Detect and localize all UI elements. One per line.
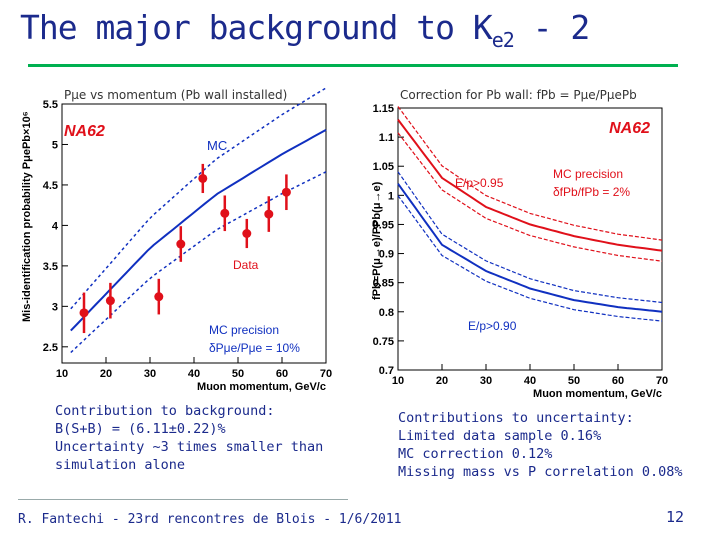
left-note-line: Contribution to background:: [55, 403, 275, 419]
left-chart-x-tick-label: 60: [276, 368, 288, 380]
right-chart-y-tick-label: 0.9: [379, 249, 394, 261]
right-chart-band-lower: [397, 132, 663, 262]
left-chart-mc-lower-band: [70, 171, 327, 354]
right-chart-y-axis-label: fPb=P(μ→e)/PPb(μ→e): [371, 181, 383, 300]
right-chart-x-tick-label: 30: [480, 375, 492, 387]
left-chart-mc-upper-band: [70, 87, 327, 310]
right-chart-x-tick-label: 70: [656, 375, 668, 387]
right-note-line: Contributions to uncertainty:: [398, 410, 634, 426]
page-number: 12: [666, 508, 685, 526]
right-chart-y-tick-label: 0.85: [373, 278, 394, 290]
right-chart-x-tick-label: 10: [392, 375, 404, 387]
right-chart-band-upper: [397, 171, 663, 304]
right-chart-y-tick-label: 1.15: [373, 103, 394, 115]
left-note-line: simulation alone: [55, 457, 186, 473]
right-chart-series-label-ep095: E/p>0.95: [455, 176, 504, 190]
right-chart-x-tick-label: 50: [568, 375, 580, 387]
left-chart-x-axis-label: Muon momentum, GeV/c: [197, 381, 326, 393]
title-rule: [28, 64, 678, 67]
right-chart-curve-ep095: [397, 119, 663, 252]
left-chart-y-tick-label: 2.5: [43, 342, 58, 354]
footer-text: R. Fantechi - 23rd rencontres de Blois -…: [18, 512, 402, 527]
left-chart-x-tick-label: 20: [100, 368, 112, 380]
right-chart-y-tick-label: 0.7: [379, 365, 394, 377]
right-chart-precision-label: MC precision: [553, 167, 623, 181]
right-chart-band-upper: [397, 106, 663, 241]
right-chart-series-label-ep090: E/p>0.90: [468, 319, 517, 333]
right-chart-y-tick-label: 1: [388, 190, 394, 202]
right-chart-x-tick-label: 40: [524, 375, 536, 387]
left-chart-data-point: [176, 239, 186, 249]
left-chart-precision-label: MC precision: [209, 323, 279, 337]
left-note-line: B(S+B) = (6.11±0.22)%: [55, 421, 226, 437]
left-chart-mc-label: MC: [207, 138, 227, 153]
left-chart-y-tick-label: 4.5: [43, 180, 58, 192]
left-chart-x-tick-label: 40: [188, 368, 200, 380]
left-chart-x-tick-label: 50: [232, 368, 244, 380]
right-chart-y-tick-label: 1.1: [379, 132, 394, 144]
left-chart-data-point: [105, 296, 115, 306]
right-note-line: MC correction 0.12%: [398, 446, 553, 462]
right-chart-x-tick-label: 60: [612, 375, 624, 387]
left-chart-y-tick-label: 5.5: [43, 99, 58, 111]
left-chart-data-point: [154, 292, 164, 302]
left-chart-y-tick-label: 4: [52, 220, 59, 232]
left-chart-plot-frame: [61, 103, 327, 364]
left-chart-data-point: [220, 208, 230, 218]
left-chart-data-point: [242, 229, 252, 238]
left-chart-data-label: Data: [233, 258, 259, 272]
right-chart-y-tick-label: 1.05: [373, 161, 394, 173]
right-chart-x-tick-label: 20: [436, 375, 448, 387]
left-chart-brand: NA62: [64, 123, 105, 140]
right-note-line: Limited data sample 0.16%: [398, 428, 602, 444]
left-chart-x-tick-label: 30: [144, 368, 156, 380]
left-chart-x-tick-label: 70: [320, 368, 332, 380]
right-chart-y-tick-label: 0.95: [373, 219, 394, 231]
left-chart-data-point: [79, 308, 89, 318]
left-chart-x-tick-label: 10: [56, 368, 68, 380]
right-chart-curve-ep090: [397, 183, 663, 313]
left-note-line: Uncertainty ~3 times smaller than: [55, 439, 324, 455]
left-chart-y-tick-label: 5: [52, 139, 58, 151]
right-notes: Contributions to uncertainty: Limited da…: [398, 409, 682, 481]
right-chart-band-lower: [397, 195, 663, 322]
left-chart-data-point: [264, 209, 274, 219]
right-chart-y-tick-label: 0.75: [373, 336, 394, 348]
left-chart-data-point: [281, 187, 291, 197]
footer-divider: [18, 499, 348, 500]
left-chart-caption: Pμe vs momentum (Pb wall installed): [64, 88, 288, 102]
left-chart-data-point: [198, 173, 208, 183]
left-chart-y-tick-label: 3.5: [43, 261, 58, 273]
right-chart-brand: NA62: [609, 120, 650, 137]
right-chart-y-tick-label: 0.8: [379, 307, 394, 319]
left-notes: Contribution to background: B(S+B) = (6.…: [55, 402, 323, 474]
left-chart-precision-value: δPμe/Pμe = 10%: [209, 341, 300, 355]
right-chart-precision-value: δfPb/fPb = 2%: [553, 185, 630, 199]
page-title: The major background to Ke2 - 2: [20, 8, 590, 52]
right-note-line: Missing mass vs P correlation 0.08%: [398, 464, 683, 480]
right-chart-caption: Correction for Pb wall: fPb = Pμe/PμePb: [400, 88, 637, 102]
left-chart-mc-curve: [70, 129, 327, 332]
right-chart-x-axis-label: Muon momentum, GeV/c: [533, 388, 662, 400]
left-chart-y-tick-label: 3: [52, 301, 58, 313]
left-chart-y-axis-label: Mis-identification probability PμePb×10⁶: [21, 111, 33, 322]
